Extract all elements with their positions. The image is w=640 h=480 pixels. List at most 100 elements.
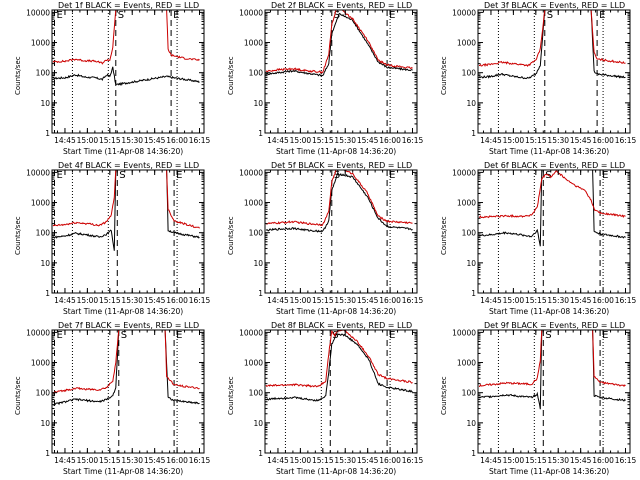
y-tick-label: 1 — [45, 129, 50, 138]
marker-label: S — [547, 10, 553, 21]
series-line-events — [478, 10, 626, 80]
x-tick-label: 15:15 — [99, 136, 121, 145]
series-line-events — [478, 330, 626, 410]
x-tick-label: 15:00 — [290, 136, 312, 145]
chart-panel-2: Det 2f BLACK = Events, RED = LLD Counts/s… — [213, 0, 426, 160]
chart-panel-7: Det 7f BLACK = Events, RED = LLD Counts/s… — [0, 320, 213, 480]
chart-panel-1: Det 1f BLACK = Events, RED = LLD Counts/s… — [0, 0, 213, 160]
y-tick-label: 10 — [253, 259, 263, 268]
x-tick-label: 16:15 — [402, 296, 424, 305]
x-tick-label: 16:00 — [592, 296, 614, 305]
x-tick-label: 16:15 — [615, 136, 637, 145]
y-tick-label: 1 — [45, 289, 50, 298]
series-line-lld — [479, 10, 626, 68]
x-tick-label: 15:45 — [570, 456, 592, 465]
x-tick-label: 16:00 — [592, 456, 614, 465]
x-tick-label: 16:00 — [379, 136, 401, 145]
x-tick-label: 14:45 — [54, 456, 76, 465]
series-line-lld — [478, 330, 626, 388]
y-tick-label: 10000 — [26, 168, 50, 177]
y-tick-label: 10000 — [239, 8, 263, 17]
y-tick-label: 100 — [462, 69, 477, 78]
x-tick-label: 15:45 — [144, 296, 166, 305]
x-tick-label: 14:45 — [267, 296, 289, 305]
y-tick-label: 1 — [258, 289, 263, 298]
y-tick-label: 10000 — [452, 328, 476, 337]
marker-label: E — [56, 10, 62, 21]
marker-label: E — [176, 330, 182, 341]
plot-frame — [477, 169, 631, 294]
x-tick-label: 16:00 — [166, 136, 188, 145]
x-tick-label: 15:30 — [334, 136, 356, 145]
x-tick-label: 14:45 — [54, 136, 76, 145]
series-line-lld — [265, 10, 413, 74]
y-tick-label: 10000 — [26, 8, 50, 17]
x-tick-label: 15:15 — [99, 456, 121, 465]
marker-label: S — [119, 170, 125, 181]
x-tick-label: 14:45 — [480, 296, 502, 305]
x-tick-label: 15:00 — [290, 296, 312, 305]
x-tick-label: 15:30 — [334, 296, 356, 305]
x-tick-label: 15:45 — [144, 456, 166, 465]
x-tick-label: 16:15 — [402, 136, 424, 145]
chart-title: Det 2f BLACK = Events, RED = LLD — [271, 1, 413, 10]
chart-svg: E S E 1 10 100 1000 10000 14:45 15:00 15:15 15:30 15… — [26, 8, 210, 145]
x-axis-label: Start Time (11-Apr-08 14:36:20) — [489, 467, 610, 476]
y-tick-label: 1 — [471, 289, 476, 298]
marker-label: E — [56, 170, 62, 181]
y-tick-label: 1000 — [457, 199, 476, 208]
x-tick-label: 15:15 — [525, 136, 547, 145]
y-tick-label: 10 — [40, 259, 50, 268]
x-tick-label: 15:00 — [290, 456, 312, 465]
series-line-lld — [479, 170, 626, 219]
chart-title: Det 5f BLACK = Events, RED = LLD — [271, 161, 413, 170]
y-tick-label: 100 — [36, 389, 51, 398]
y-tick-label: 1 — [258, 449, 263, 458]
marker-label: E — [176, 170, 182, 181]
x-tick-label: 15:30 — [547, 456, 569, 465]
chart-title: Det 9f BLACK = Events, RED = LLD — [484, 321, 626, 330]
x-tick-label: 15:00 — [503, 456, 525, 465]
y-tick-label: 1000 — [244, 359, 263, 368]
x-tick-label: 15:30 — [547, 296, 569, 305]
x-tick-label: 15:00 — [503, 136, 525, 145]
y-tick-label: 1 — [471, 129, 476, 138]
y-tick-label: 1000 — [31, 39, 50, 48]
x-tick-label: 15:00 — [77, 136, 99, 145]
plot-frame — [477, 9, 631, 134]
marker-label: E — [602, 330, 608, 341]
x-tick-label: 15:45 — [357, 136, 379, 145]
x-tick-label: 15:00 — [77, 456, 99, 465]
chart-title: Det 7f BLACK = Events, RED = LLD — [58, 321, 200, 330]
plot-frame — [264, 329, 418, 454]
x-tick-label: 14:45 — [480, 136, 502, 145]
y-tick-label: 10000 — [26, 328, 50, 337]
x-axis-label: Start Time (11-Apr-08 14:36:20) — [489, 147, 610, 156]
x-tick-label: 15:45 — [357, 296, 379, 305]
series-line-lld — [52, 10, 200, 65]
x-tick-label: 16:15 — [189, 456, 211, 465]
chart-panel-8: Det 8f BLACK = Events, RED = LLD Counts/s… — [213, 320, 426, 480]
x-tick-label: 16:15 — [189, 296, 211, 305]
x-tick-label: 16:00 — [379, 296, 401, 305]
x-tick-label: 16:00 — [592, 136, 614, 145]
chart-panel-3: Det 3f BLACK = Events, RED = LLD Counts/s… — [426, 0, 639, 160]
y-tick-label: 100 — [36, 69, 51, 78]
plot-frame — [264, 169, 418, 294]
y-tick-label: 10 — [40, 419, 50, 428]
y-tick-label: 10000 — [239, 168, 263, 177]
x-tick-label: 15:15 — [312, 296, 334, 305]
x-tick-label: 14:45 — [267, 456, 289, 465]
y-tick-label: 10000 — [239, 328, 263, 337]
x-tick-label: 16:00 — [379, 456, 401, 465]
marker-label: E — [389, 10, 395, 21]
series-line-events — [52, 330, 200, 406]
x-tick-label: 14:45 — [267, 136, 289, 145]
x-tick-label: 15:45 — [570, 296, 592, 305]
x-tick-label: 15:30 — [547, 136, 569, 145]
